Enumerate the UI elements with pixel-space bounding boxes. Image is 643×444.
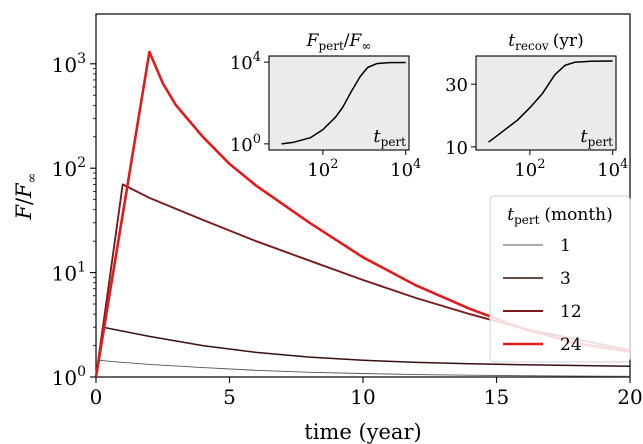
y-tick-label: 103 (52, 51, 86, 77)
inset-fpert-xlabel: tpert (373, 126, 406, 149)
inset-fpert-axes: 102 104 100 104 Fpert/F∞ tpert (230, 31, 422, 181)
inset-trecov-curve (488, 60, 613, 143)
inset-trecov-title: trecov (yr) (508, 31, 583, 53)
inset-trecov-axes: 102 104 10 30 trecov (yr) tpert (445, 31, 628, 181)
inset-fpert-title: Fpert/F∞ (306, 31, 372, 53)
legend-label-3: 3 (560, 269, 571, 289)
x-tick-label: 20 (617, 385, 642, 409)
main-x-ticks: 0 5 10 15 20 (90, 377, 643, 409)
x-tick-label: 10 (350, 385, 375, 409)
inset-fpert-x-tick-label: 102 (307, 157, 338, 181)
inset-fpert-ticks: 102 104 100 104 (230, 50, 422, 181)
legend-frame (489, 195, 631, 363)
legend-entries: 1 3 12 24 (503, 236, 582, 355)
y-axis-label: F/F∞ (12, 172, 40, 220)
series-line-3 (95, 326, 631, 378)
y-tick-label: 100 (52, 364, 86, 390)
inset-fpert-curve (281, 61, 406, 145)
x-tick-label: 15 (484, 385, 509, 409)
y-tick-label: 101 (52, 260, 86, 286)
legend-label-12: 12 (560, 302, 582, 322)
inset-fpert-y-tick-label: 104 (230, 50, 261, 74)
legend-title: tpert (month) (507, 205, 613, 227)
inset-trecov-y-tick-label: 30 (445, 75, 468, 96)
x-tick-label: 0 (90, 385, 103, 409)
legend-label-24: 24 (560, 335, 582, 355)
legend: tpert (month) 1 3 12 24 (489, 195, 631, 363)
inset-trecov-x-tick-label: 104 (597, 157, 628, 181)
inset-fpert-frame (268, 55, 410, 151)
series-line-1 (95, 359, 631, 378)
inset-fpert-series-group (281, 61, 406, 145)
x-tick-label: 5 (223, 385, 236, 409)
legend-label-1: 1 (560, 236, 571, 256)
inset-trecov-ticks: 102 104 10 30 (445, 75, 628, 181)
main-y-ticks: 100 101 102 103 (52, 51, 96, 390)
inset-fpert-y-tick-label: 100 (230, 132, 261, 156)
y-tick-label: 102 (52, 155, 86, 181)
inset-trecov-y-tick-label: 10 (445, 138, 468, 159)
inset-fpert-x-tick-label: 104 (390, 157, 421, 181)
x-axis-label: time (year) (304, 420, 421, 444)
inset-trecov-x-tick-label: 102 (514, 157, 545, 181)
inset-trecov-series-group (488, 60, 613, 143)
inset-trecov-xlabel: tpert (580, 126, 613, 149)
